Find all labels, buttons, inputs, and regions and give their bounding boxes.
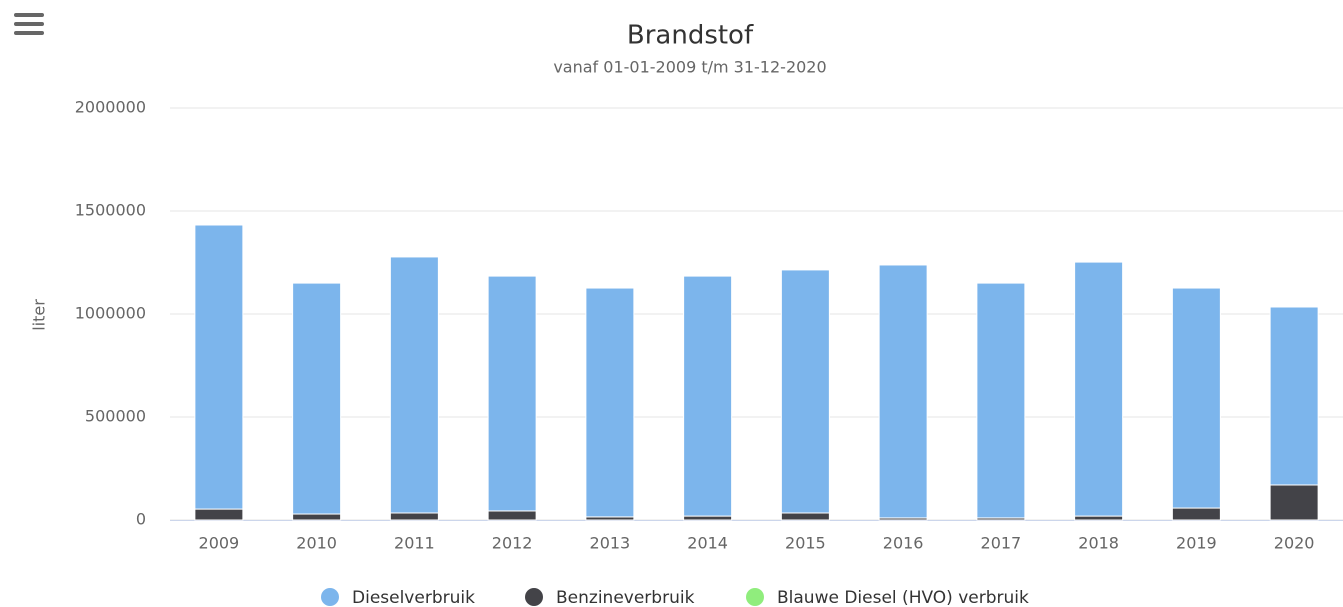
bar-segment: [683, 275, 733, 517]
y-tick-label: 2000000: [75, 98, 146, 117]
bar-segment: [780, 512, 830, 521]
y-axis-label: liter: [30, 299, 49, 331]
bar-segment: [1171, 287, 1221, 509]
menu-button[interactable]: [14, 13, 44, 35]
x-tick-label: 2017: [981, 534, 1022, 553]
x-tick-label: 2013: [590, 534, 631, 553]
legend-label: Benzineverbruik: [556, 588, 695, 607]
menu-line: [14, 31, 44, 35]
y-tick-label: 1000000: [75, 304, 146, 323]
bar-segment: [1074, 515, 1124, 521]
bar-segment: [292, 513, 342, 521]
x-tick-label: 2011: [394, 534, 435, 553]
y-tick-label: 0: [136, 510, 146, 529]
y-tick-label: 1500000: [75, 201, 146, 220]
x-tick-label: 2010: [296, 534, 337, 553]
x-tick-label: 2019: [1176, 534, 1217, 553]
chart-subtitle: vanaf 01-01-2009 t/m 31-12-2020: [553, 58, 826, 77]
x-tick-label: 2016: [883, 534, 924, 553]
chart-title: Brandstof: [627, 21, 754, 51]
bar-segment: [389, 256, 439, 514]
menu-line: [14, 13, 44, 17]
bar-segment: [194, 508, 244, 521]
bar-segment: [780, 269, 830, 514]
x-tick-label: 2014: [687, 534, 728, 553]
bar-segment: [878, 264, 928, 519]
bar-segment: [389, 512, 439, 521]
bar-segment: [976, 282, 1026, 519]
bar-segment: [1269, 484, 1319, 521]
legend-label: Blauwe Diesel (HVO) verbruik: [777, 588, 1029, 607]
legend-label: Dieselverbruik: [352, 588, 475, 607]
bar-segment: [292, 282, 342, 515]
bar-segment: [683, 515, 733, 521]
x-tick-label: 2018: [1078, 534, 1119, 553]
x-tick-label: 2015: [785, 534, 826, 553]
menu-line: [14, 22, 44, 26]
legend-swatch: [746, 588, 764, 606]
legend-swatch: [525, 588, 543, 606]
bar-segment: [487, 275, 537, 512]
bar-segment: [1269, 306, 1319, 486]
x-tick-label: 2020: [1274, 534, 1315, 553]
bar-segment: [487, 510, 537, 521]
bar-segment: [1074, 261, 1124, 517]
bar-segment: [194, 224, 244, 510]
legend-swatch: [321, 588, 339, 606]
bar-segment: [585, 287, 635, 518]
bar-segment: [1171, 507, 1221, 521]
x-tick-label: 2009: [199, 534, 240, 553]
x-tick-label: 2012: [492, 534, 533, 553]
y-tick-label: 500000: [85, 407, 146, 426]
